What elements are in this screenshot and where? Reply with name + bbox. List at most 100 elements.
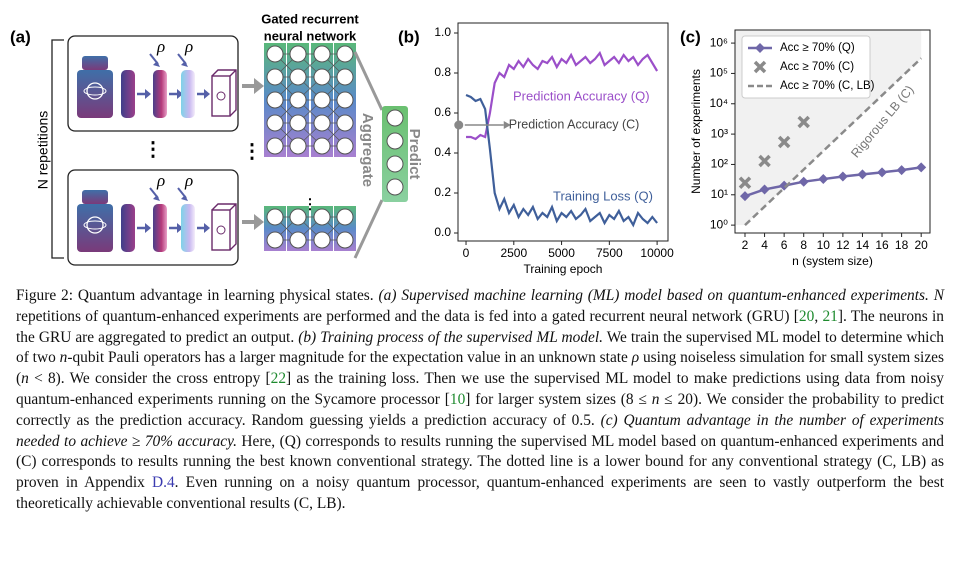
panel-label: (b) (398, 27, 420, 46)
x-tick-label: 4 (761, 238, 768, 252)
marker (738, 176, 752, 189)
gru-node (313, 68, 331, 86)
arrow (242, 84, 254, 224)
gru-node (266, 68, 284, 86)
y-tick-label: 0.4 (434, 145, 451, 159)
y-tick-label: 0.6 (434, 105, 451, 119)
gru-node (336, 91, 354, 109)
caption-text: 21 (822, 307, 838, 325)
gru-node (266, 45, 284, 63)
gru-node (313, 114, 331, 132)
arrow-head (254, 78, 264, 230)
caption-text: 20 (798, 307, 815, 325)
caption-text: Here, (Q) corresponds to results running… (16, 432, 944, 492)
aggregate-label: Aggregate (359, 113, 376, 187)
point-arrow-head (503, 121, 511, 129)
gru-node (313, 45, 331, 63)
marker (877, 167, 888, 178)
gru-node (313, 208, 331, 226)
y-tick-label: 10⁵ (710, 66, 728, 80)
gru-title: Gated recurrent (261, 11, 359, 26)
marker (759, 184, 770, 195)
point-label: Prediction Accuracy (C) (509, 117, 640, 131)
marker (777, 135, 791, 149)
caption-text: D.4 (152, 474, 175, 492)
series-label: Prediction Accuracy (Q) (513, 88, 650, 103)
caption-text: (a) Supervised machine learning (ML) mod… (378, 287, 929, 304)
marker (896, 165, 907, 176)
x-tick-label: 10000 (640, 246, 674, 260)
panel-label: (c) (680, 27, 701, 46)
caption: Figure 2: Quantum advantage in learning … (16, 286, 944, 515)
legend-box (741, 35, 871, 99)
caption-text: (c) Quantum advantage in the number of e… (16, 411, 944, 450)
gru-node (266, 231, 284, 249)
caption-text: n (651, 390, 660, 408)
series-line (744, 57, 923, 227)
bracket (51, 39, 64, 259)
predict-layer (382, 106, 408, 202)
x-tick-label: 7500 (596, 246, 623, 260)
gru-node (289, 137, 307, 155)
caption-text: ] for larger system sizes (8 ≤ (465, 390, 652, 408)
y-tick-label: 10² (711, 157, 728, 171)
x-axis-label: n (system size) (792, 254, 873, 268)
marker (818, 174, 829, 185)
marker (739, 191, 750, 202)
plot: 0.0 0.2 0.4 0.6 0.8 1.0 0 2500 5000 7500 10000 Trai… (434, 22, 674, 276)
caption-text: n (59, 349, 68, 367)
caption-text: Figure 2: Quantum advantage in learning … (16, 287, 379, 304)
legend-marker (755, 43, 765, 53)
legend-label: Acc ≥ 70% (Q) (780, 42, 855, 54)
marker (857, 169, 868, 180)
gru-node (336, 137, 354, 155)
rho: ρ (184, 37, 193, 56)
legend-marker (753, 60, 767, 74)
gru-node (266, 114, 284, 132)
y-tick-label: 10⁰ (710, 217, 728, 231)
marker (916, 162, 927, 173)
series-line (466, 50, 659, 141)
marker (798, 176, 809, 187)
experiment (66, 168, 240, 267)
gru-title: neural network (264, 28, 357, 43)
rho: ρ (184, 171, 193, 190)
gru-node (313, 91, 331, 109)
rho: ρ (156, 171, 165, 190)
gru-node (289, 231, 307, 249)
y-tick-label: 10⁴ (709, 96, 728, 110)
plot: 10⁰ 10¹ 10² 10³ 10⁴ 10⁵ 10⁶ 2 4 6 8 10 12 14 16 18 20 n (… (689, 29, 931, 268)
caption-text: ]. The neurons in the GRU are aggregated… (16, 307, 944, 346)
x-tick-label: 16 (875, 238, 889, 252)
x-tick-label: 14 (856, 238, 870, 252)
caption-text: ≤ 20). We consider the probability to pr… (16, 390, 944, 429)
gru-node (289, 208, 307, 226)
caption-text: (b) Training process of the supervised M… (298, 328, 603, 346)
gru-node (313, 231, 331, 249)
gru-node (336, 45, 354, 63)
experiment (66, 34, 240, 133)
vdots: ⋮ (242, 140, 262, 162)
caption-text: -qubit Pauli operators has a larger magn… (67, 349, 632, 367)
gru-node (289, 114, 307, 132)
plot-frame (734, 29, 931, 234)
x-tick-label: 6 (781, 238, 788, 252)
caption-text: . Even running on a noisy quantum proces… (16, 474, 944, 512)
gru-node (289, 45, 307, 63)
caption-text: We train the supervised ML model to dete… (16, 328, 944, 367)
gru-node (289, 91, 307, 109)
caption-text: 22 (270, 370, 287, 388)
x-tick-label: 2 (742, 238, 749, 252)
marker (779, 180, 790, 191)
marker (797, 115, 810, 129)
caption-text: ] as the training loss. Then we use the … (16, 370, 945, 408)
gru-node (336, 114, 354, 132)
legend-label: Acc ≥ 70% (C) (780, 61, 854, 73)
gru-node (266, 137, 284, 155)
aggregate-arrow (353, 51, 384, 259)
x-tick-label: 20 (915, 238, 929, 252)
x-tick-label: 10 (817, 238, 831, 252)
y-tick-label: 1.0 (434, 25, 451, 39)
rho: ρ (156, 37, 165, 56)
gru-node (266, 208, 284, 226)
